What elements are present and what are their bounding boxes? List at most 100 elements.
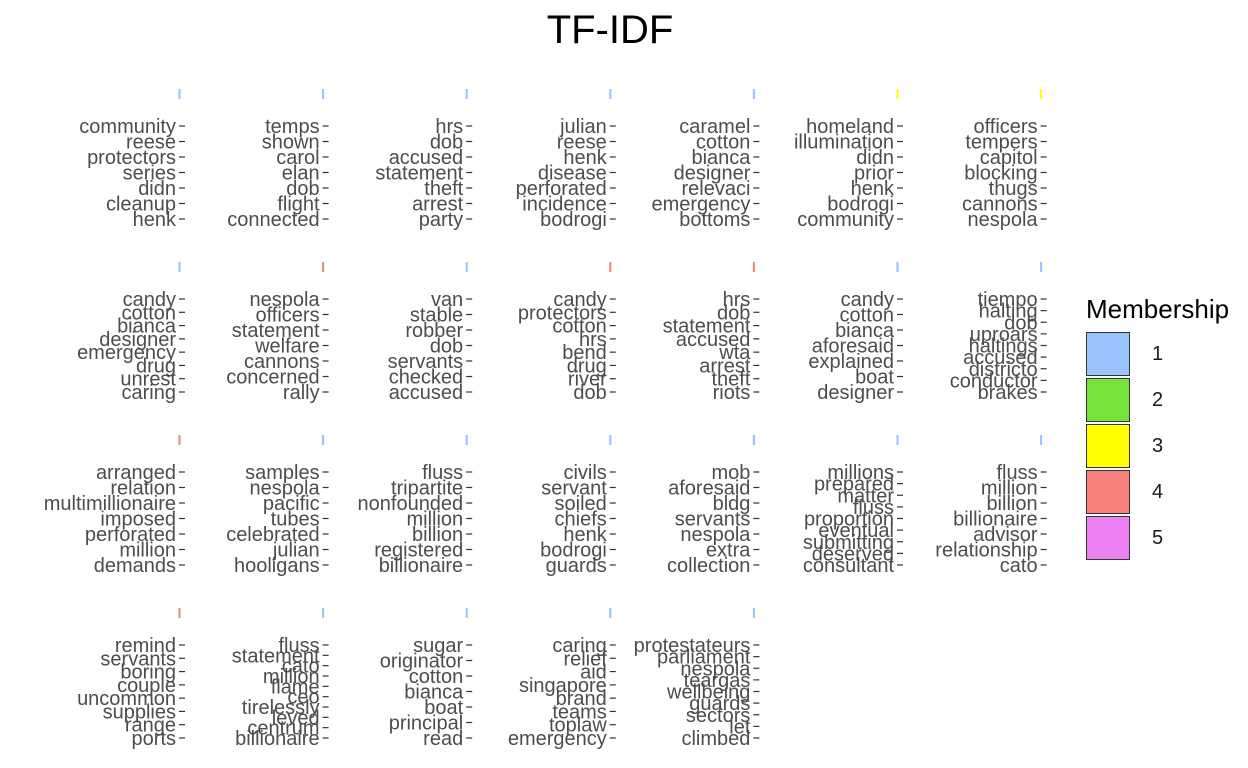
term-label: boring: [120, 662, 176, 684]
term-label: let: [729, 716, 751, 738]
term-label: bianca: [835, 320, 895, 342]
term-label: stable: [410, 305, 463, 327]
term-label: capitol: [980, 147, 1038, 169]
term-label: nespola: [250, 289, 321, 311]
term-label: ports: [132, 728, 176, 750]
term-label: cannons: [962, 194, 1038, 216]
legend-item: 1: [1086, 331, 1229, 377]
bar: [752, 89, 755, 99]
term-label: leved: [272, 707, 320, 729]
term-label: parliament: [657, 647, 751, 669]
term-label: elan: [282, 163, 320, 185]
term-label: party: [419, 209, 463, 231]
term-label: julian: [272, 540, 320, 562]
term-label: emergency: [651, 194, 750, 216]
legend-label: 1: [1152, 342, 1164, 365]
term-label: uproars: [970, 324, 1038, 346]
term-label: bodrogi: [540, 209, 607, 231]
term-label: statement: [232, 320, 320, 342]
bar: [752, 262, 755, 272]
term-label: brand: [556, 688, 607, 710]
term-label: million: [119, 540, 176, 562]
term-label: hrs: [435, 116, 463, 138]
panel-26: protestateursparliamentnespolateargaswel…: [634, 608, 760, 750]
legend-swatch: [1086, 378, 1130, 422]
panel-15: arrangedrelationmultimillionaireimposedp…: [44, 435, 185, 577]
term-label: emergency: [77, 342, 176, 364]
term-label: pacific: [263, 493, 320, 515]
term-label: prepared: [814, 474, 894, 496]
term-label: didn: [138, 178, 176, 200]
term-label: cotton: [840, 305, 894, 327]
term-label: cato: [282, 656, 320, 678]
term-label: billionaire: [953, 509, 1038, 531]
bar: [322, 435, 325, 445]
term-label: didn: [856, 147, 894, 169]
term-label: teams: [552, 701, 606, 723]
term-label: accused: [963, 347, 1038, 369]
legend-label: 5: [1152, 526, 1164, 549]
term-label: extra: [706, 540, 751, 562]
panel-5: caramelcottonbiancadesignerrelevaciemerg…: [651, 89, 760, 231]
bar: [178, 608, 181, 618]
term-label: accused: [676, 329, 751, 351]
term-label: statement: [663, 316, 751, 338]
term-label: teargas: [684, 670, 751, 692]
term-label: civils: [563, 462, 606, 484]
term-label: flight: [277, 194, 320, 216]
term-label: read: [423, 728, 463, 750]
term-label: hrs: [579, 329, 607, 351]
term-label: flame: [271, 676, 320, 698]
term-label: registered: [374, 540, 463, 562]
term-label: supplies: [103, 701, 176, 723]
term-label: relation: [110, 478, 176, 500]
bar: [609, 262, 612, 272]
term-label: cotton: [552, 316, 606, 338]
term-label: dob: [430, 336, 463, 358]
term-label: billion: [986, 493, 1037, 515]
panel-22: remindservantsboringcoupleuncommonsuppli…: [77, 608, 185, 750]
term-label: imposed: [100, 509, 176, 531]
term-label: designer: [674, 163, 751, 185]
panel-12: hrsdobstatementaccusedwtaarresttheftriot…: [663, 262, 760, 404]
term-label: bend: [562, 342, 607, 364]
term-label: welfare: [254, 336, 319, 358]
term-label: illumination: [794, 132, 894, 154]
term-label: bodrogi: [827, 194, 894, 216]
legend-item: 4: [1086, 469, 1229, 515]
term-label: designer: [99, 329, 176, 351]
term-label: temps: [265, 116, 319, 138]
term-label: halting: [979, 301, 1038, 323]
term-label: reese: [557, 132, 607, 154]
panel-21: flussmillionbillionbillionaireadvisorrel…: [935, 435, 1047, 577]
bar: [896, 262, 899, 272]
term-label: boat: [855, 367, 894, 389]
term-label: sectors: [686, 705, 750, 727]
term-label: incidence: [522, 194, 607, 216]
term-label: climbed: [681, 728, 750, 750]
term-label: checked: [389, 367, 464, 389]
term-label: bianca: [404, 682, 464, 704]
term-label: perforated: [516, 178, 607, 200]
term-label: deserved: [812, 543, 894, 565]
bar: [752, 435, 755, 445]
term-label: carol: [276, 147, 319, 169]
panel-1: communityreeseprotectorsseriesdidncleanu…: [79, 89, 185, 231]
term-label: thugs: [989, 178, 1038, 200]
term-label: guards: [546, 555, 607, 577]
term-label: wta: [718, 342, 751, 364]
legend-items: 1 2 3 4 5: [1086, 331, 1229, 561]
term-label: billionaire: [379, 555, 464, 577]
term-label: million: [981, 478, 1038, 500]
term-label: concerned: [226, 367, 319, 389]
panel-7: officerstemperscapitolblockingthugscanno…: [962, 89, 1047, 231]
term-label: perforated: [85, 524, 176, 546]
legend-label: 4: [1152, 480, 1164, 503]
term-label: julian: [559, 116, 607, 138]
term-label: tirelessly: [242, 697, 320, 719]
term-label: protectors: [518, 302, 607, 324]
term-label: nespola: [968, 209, 1039, 231]
legend-label: 3: [1152, 434, 1164, 457]
